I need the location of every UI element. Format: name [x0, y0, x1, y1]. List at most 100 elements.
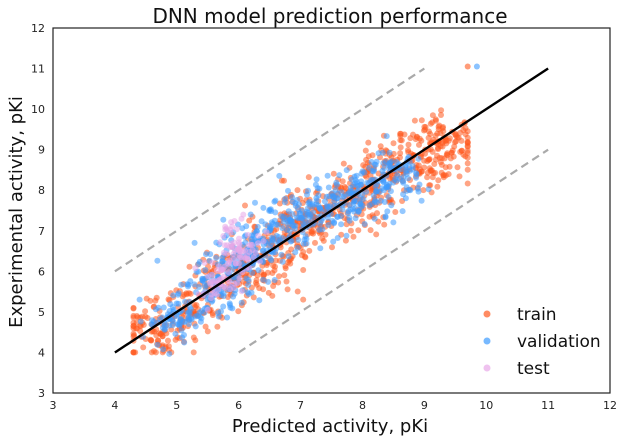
validation-point [294, 244, 301, 251]
train-point [405, 147, 411, 154]
validation-point [169, 316, 176, 323]
validation-point [405, 175, 412, 182]
validation-point [137, 318, 144, 325]
validation-point [195, 284, 202, 290]
validation-point [256, 297, 263, 304]
x-tick-label: 9 [421, 399, 428, 412]
train-point [397, 130, 404, 137]
train-point [373, 231, 380, 238]
test-point [260, 238, 267, 245]
train-point [183, 291, 190, 298]
validation-point [385, 194, 392, 200]
validation-point [380, 179, 387, 186]
train-point [454, 164, 461, 171]
train-point [456, 173, 463, 180]
train-point [439, 140, 446, 147]
train-point [282, 265, 289, 272]
test-point [201, 259, 208, 266]
train-point [449, 147, 456, 154]
validation-point [416, 181, 423, 188]
train-point [464, 139, 471, 146]
train-point [360, 162, 367, 169]
legend-marker-train [483, 310, 491, 318]
train-point [426, 156, 432, 163]
validation-point [262, 221, 269, 228]
validation-point [154, 257, 161, 264]
validation-point [319, 226, 326, 233]
validation-point [381, 199, 388, 205]
validation-point [374, 188, 380, 195]
train-point [190, 349, 197, 356]
validation-point [160, 304, 167, 311]
test-point [255, 232, 262, 239]
test-point [257, 258, 263, 265]
test-point [263, 229, 270, 236]
validation-point [175, 300, 182, 307]
validation-point [255, 267, 262, 274]
test-point [245, 242, 252, 249]
train-point [278, 177, 285, 184]
train-point [365, 139, 372, 146]
validation-point [415, 155, 422, 162]
validation-point [224, 314, 231, 321]
x-tick-label: 8 [359, 399, 366, 412]
test-point [235, 260, 242, 267]
validation-point [313, 195, 320, 202]
test-point [204, 306, 211, 313]
test-point [209, 259, 216, 266]
validation-point [170, 307, 177, 313]
validation-point [375, 150, 382, 157]
train-point [464, 154, 471, 161]
validation-point [191, 281, 198, 288]
x-tick-label: 10 [479, 399, 493, 412]
validation-point [259, 248, 266, 254]
train-point [458, 137, 465, 144]
test-point [230, 251, 237, 257]
validation-point [187, 278, 194, 285]
x-tick-label: 3 [50, 399, 57, 412]
validation-point [383, 133, 390, 140]
test-point [249, 246, 256, 253]
train-point [165, 337, 171, 344]
validation-point [231, 290, 238, 297]
validation-point [350, 198, 357, 205]
train-point [294, 187, 301, 194]
validation-point [325, 184, 332, 191]
lower-reference-line [238, 148, 549, 354]
legend-label-train: train [517, 305, 557, 325]
x-tick-label: 11 [541, 399, 555, 412]
train-point [464, 147, 471, 154]
train-point [412, 136, 419, 143]
validation-point [215, 313, 222, 320]
validation-point [229, 305, 236, 312]
train-point [342, 237, 349, 244]
validation-point [331, 220, 337, 227]
validation-point [316, 205, 323, 212]
train-point [438, 112, 444, 118]
validation-point [253, 228, 260, 235]
validation-point [201, 282, 208, 289]
train-point [438, 107, 445, 114]
validation-point [352, 205, 359, 212]
y-tick-label: 6 [38, 265, 45, 278]
legend-marker-validation [483, 337, 491, 345]
validation-point [154, 341, 161, 348]
y-tick-label: 4 [38, 346, 45, 359]
train-point [421, 123, 428, 130]
test-point [242, 255, 249, 262]
validation-point [306, 213, 313, 220]
test-point [221, 284, 228, 291]
validation-point [191, 239, 198, 246]
train-point [428, 167, 435, 174]
train-point [312, 239, 318, 246]
validation-point [348, 176, 355, 183]
validation-point [368, 159, 375, 165]
train-point [464, 63, 471, 70]
test-point [209, 271, 216, 278]
validation-point [155, 304, 162, 311]
validation-point [393, 159, 400, 165]
test-point [231, 218, 238, 224]
validation-point [166, 350, 173, 357]
x-tick-label: 4 [111, 399, 118, 412]
validation-point [388, 202, 395, 209]
